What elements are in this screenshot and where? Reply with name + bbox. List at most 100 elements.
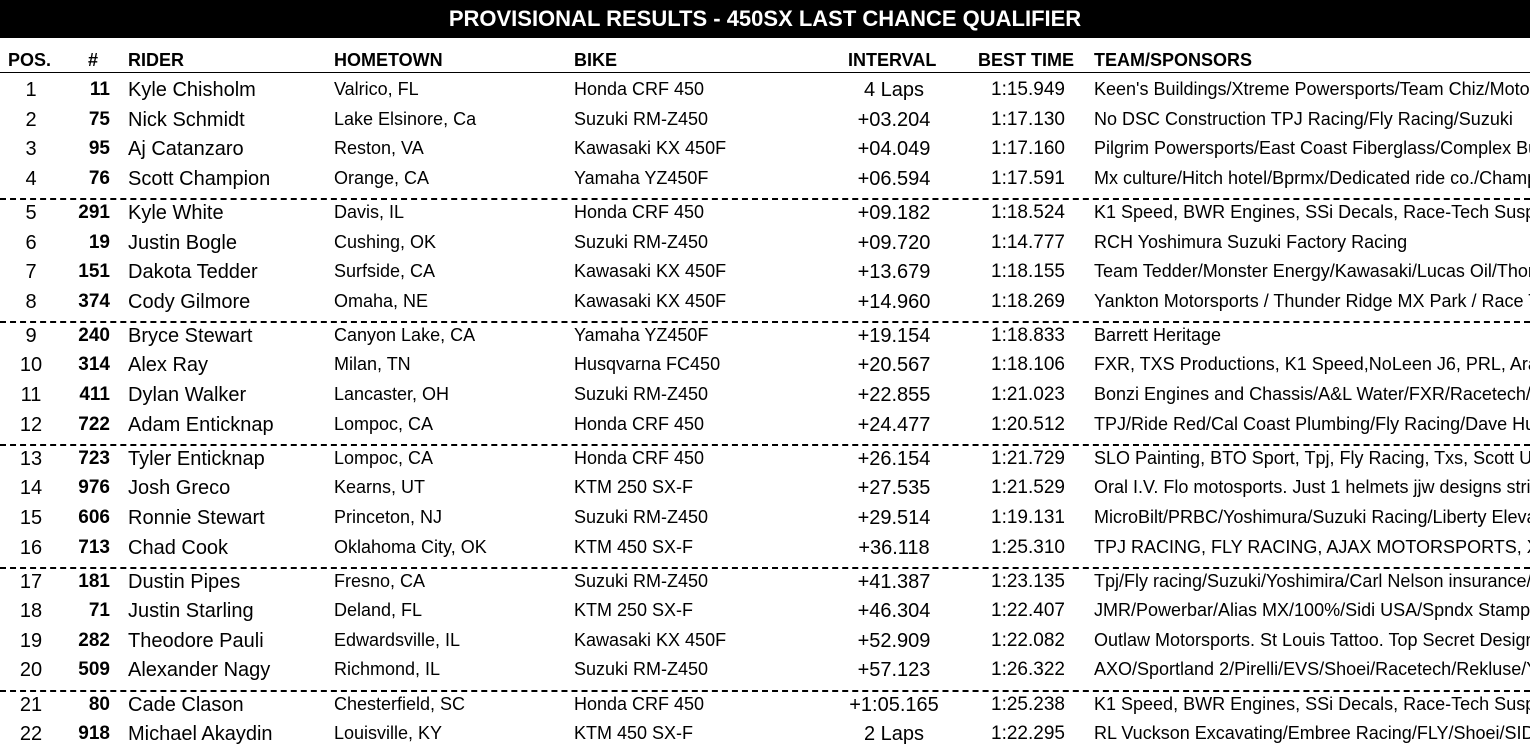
team-cell: Keen's Buildings/Xtreme Powersports/Team… [1094, 79, 1530, 99]
position-cell: 4 [25, 167, 37, 190]
position-cell: 19 [19, 629, 43, 652]
bike-cell: KTM 450 SX-F [574, 723, 694, 744]
hometown-cell: Omaha, NE [334, 290, 429, 311]
rider-cell: Ronnie Stewart [128, 506, 265, 529]
team-cell: Bonzi Engines and Chassis/A&L Water/FXR/… [1094, 384, 1530, 404]
position-cell: 20 [19, 659, 43, 682]
rider-cell: Alexander Nagy [128, 659, 271, 682]
group-divider [0, 443, 1530, 446]
table-row: 20 509 Alexander Nagy Richmond, IL Suzuki RM… [0, 659, 1530, 687]
best-time-cell: 1:22.295 [991, 723, 1065, 745]
number-cell: 80 [88, 693, 110, 715]
rider-cell: Scott Champion [128, 167, 271, 190]
team-cell: Pilgrim Powersports/East Coast Fiberglas… [1094, 138, 1530, 159]
number-cell: 976 [78, 477, 110, 499]
table-row: 10 314 Alex Ray Milan, TN Husqvarna FC450 +20… [0, 354, 1530, 382]
rider-cell: Aj Catanzaro [128, 138, 244, 161]
rider-cell: Dakota Tedder [128, 261, 258, 284]
table-row: 1 11 Kyle Chisholm Valrico, FL Honda CRF 450… [0, 79, 1530, 107]
position-cell: 13 [19, 447, 43, 470]
table-row: 13 723 Tyler Enticknap Lompoc, CA Honda CRF … [0, 448, 1530, 476]
rider-cell: Tyler Enticknap [128, 447, 265, 470]
bike-cell: Kawasaki KX 450F [574, 290, 727, 311]
hometown-cell: Valrico, FL [334, 79, 419, 99]
table-row: 11 411 Dylan Walker Lancaster, OH Suzuki RM-… [0, 384, 1530, 412]
rider-cell: Dustin Pipes [128, 570, 241, 593]
interval-cell: +20.567 [857, 354, 931, 377]
position-cell: 18 [19, 600, 43, 623]
rider-cell: Cade Clason [128, 693, 244, 716]
table-row: 8 374 Cody Gilmore Omaha, NE Kawasaki KX 450… [0, 291, 1530, 319]
bike-cell: Husqvarna FC450 [574, 354, 721, 375]
position-cell: 12 [19, 413, 43, 436]
hometown-cell: Richmond, IL [334, 659, 441, 680]
bike-cell: Yamaha YZ450F [574, 167, 709, 188]
interval-cell: +09.182 [857, 201, 931, 224]
hometown-cell: Lompoc, CA [334, 447, 434, 468]
table-row: 19 282 Theodore Pauli Edwardsville, IL Kawas… [0, 630, 1530, 658]
best-time-cell: 1:18.155 [991, 261, 1065, 283]
rider-cell: Justin Starling [128, 600, 254, 623]
number-cell: 95 [88, 138, 110, 160]
hometown-cell: Lake Elsinore, Ca [334, 108, 477, 129]
interval-cell: +06.594 [857, 167, 931, 190]
hometown-cell: Surfside, CA [334, 261, 436, 282]
team-cell: AXO/Sportland 2/Pirelli/EVS/Shoei/Racete… [1094, 659, 1530, 680]
best-time-cell: 1:21.729 [991, 447, 1065, 469]
header-pos: POS. [8, 50, 52, 70]
hometown-cell: Edwardsville, IL [334, 629, 461, 650]
interval-cell: +46.304 [857, 600, 931, 623]
interval-cell: +1:05.165 [849, 693, 939, 716]
header-rider: RIDER [128, 50, 185, 70]
hometown-cell: Deland, FL [334, 600, 423, 621]
table-row: 7 151 Dakota Tedder Surfside, CA Kawasaki KX… [0, 261, 1530, 289]
table-row: 12 722 Adam Enticknap Lompoc, CA Honda CRF 4… [0, 414, 1530, 442]
interval-cell: +03.204 [857, 108, 931, 131]
rider-cell: Justin Bogle [128, 231, 237, 254]
table-row: 18 71 Justin Starling Deland, FL KTM 250 SX-… [0, 600, 1530, 628]
position-cell: 14 [19, 477, 43, 500]
team-cell: Oral I.V. Flo motosports. Just 1 helmets… [1094, 477, 1530, 498]
position-cell: 3 [25, 138, 37, 161]
interval-cell: +57.123 [857, 659, 931, 682]
bike-cell: KTM 250 SX-F [574, 477, 694, 498]
header-divider [0, 72, 1530, 73]
header-hometown: HOMETOWN [334, 50, 443, 70]
rider-cell: Michael Akaydin [128, 723, 273, 746]
number-cell: 723 [78, 447, 110, 469]
rider-cell: Dylan Walker [128, 384, 247, 406]
hometown-cell: Oklahoma City, OK [334, 536, 487, 557]
header-best-time: BEST TIME [978, 50, 1075, 70]
bike-cell: Honda CRF 450 [574, 693, 705, 714]
number-cell: 75 [88, 108, 110, 130]
interval-cell: +41.387 [857, 570, 931, 593]
hometown-cell: Princeton, NJ [334, 506, 443, 527]
team-cell: Yankton Motorsports / Thunder Ridge MX P… [1094, 290, 1530, 311]
position-cell: 2 [25, 108, 37, 131]
hometown-cell: Chesterfield, SC [334, 693, 466, 714]
best-time-cell: 1:14.777 [991, 231, 1065, 253]
position-cell: 8 [25, 290, 37, 313]
team-cell: FXR, TXS Productions, K1 Speed,NoLeen J6… [1094, 354, 1530, 375]
best-time-cell: 1:17.130 [991, 108, 1065, 130]
position-cell: 11 [20, 384, 42, 406]
header-team: TEAM/SPONSORS [1094, 50, 1253, 70]
position-cell: 15 [19, 506, 43, 529]
hometown-cell: Milan, TN [334, 354, 411, 375]
header-number: # [88, 50, 99, 70]
number-cell: 240 [78, 324, 110, 346]
best-time-cell: 1:21.529 [991, 477, 1065, 499]
team-cell: RL Vuckson Excavating/Embree Racing/FLY/… [1094, 723, 1530, 744]
best-time-cell: 1:23.135 [991, 570, 1065, 592]
position-cell: 17 [19, 570, 43, 593]
interval-cell: +14.960 [857, 290, 931, 313]
table-row: 16 713 Chad Cook Oklahoma City, OK KTM 450 S… [0, 537, 1530, 565]
group-divider [0, 197, 1530, 200]
bike-cell: Yamaha YZ450F [574, 324, 709, 345]
hometown-cell: Cushing, OK [334, 231, 437, 252]
position-cell: 6 [25, 231, 37, 254]
interval-cell: +52.909 [857, 629, 931, 652]
hometown-cell: Kearns, UT [334, 477, 426, 498]
best-time-cell: 1:26.322 [991, 659, 1065, 681]
